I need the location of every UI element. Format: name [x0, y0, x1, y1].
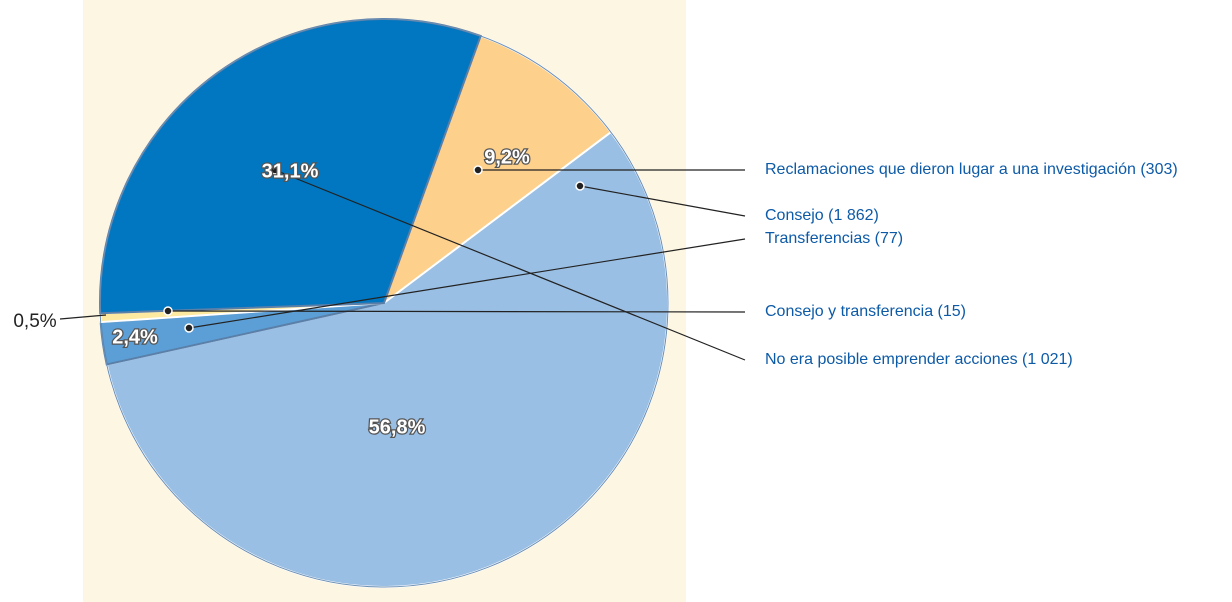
leader-dot [184, 323, 194, 333]
leader-line [579, 185, 746, 217]
leader-dot [473, 165, 483, 175]
leader-dot [163, 306, 173, 316]
legend-label: Reclamaciones que dieron lugar a una inv… [765, 161, 1178, 178]
legend-label: Transferencias (77) [765, 230, 903, 247]
leader-dot [270, 165, 280, 175]
data-label: 56,8% [369, 416, 426, 438]
leader-line [274, 169, 746, 361]
leader-line [167, 310, 746, 313]
leader-dot [575, 181, 585, 191]
pie-outline [99, 18, 669, 588]
data-label: 2,4% [112, 326, 158, 348]
data-label: 9,2% [484, 146, 530, 168]
legend-label: No era posible emprender acciones (1 021… [765, 351, 1073, 368]
legend-label: Consejo (1 862) [765, 207, 879, 224]
legend-label: Consejo y transferencia (15) [765, 303, 966, 320]
leader-line [188, 238, 746, 329]
data-label: 0,5% [13, 311, 56, 332]
data-label: 31,1% [262, 160, 319, 182]
leader-line [59, 314, 107, 320]
